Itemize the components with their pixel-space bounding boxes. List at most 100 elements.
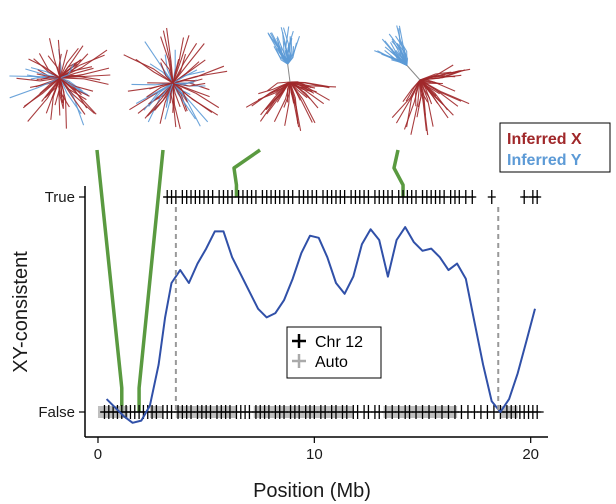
chart-legend: Chr 12 Auto [286,326,382,379]
tree-3 [245,26,337,131]
tree-branch-x [146,82,174,98]
tree-branch-y [144,41,174,84]
tree-branch-x [276,81,291,103]
tree-branch-y [287,36,301,65]
tree-branch-x [419,79,437,97]
tree-branch-x [258,81,291,95]
x-axis-ticks: 0 10 20 [94,437,539,463]
tree-branch-x [22,77,61,109]
tree-branch-x [172,82,219,116]
tree-branch-x [59,77,109,85]
tree-branch-x [172,82,220,109]
boundary-lines [174,207,500,412]
tree-link-line [392,149,405,197]
chr12-true-point [533,190,542,204]
plot-area [97,190,544,424]
chart-legend-box [286,326,382,379]
tree-branch-x [419,79,434,127]
y-axis-title: XY-consistent [10,251,32,373]
tree-branch-y [59,77,82,115]
tree-branch-x [59,77,90,97]
tree-branch-x [395,79,421,124]
tree-branch-x [59,77,70,108]
y-tick-label: False [38,404,75,421]
tree-branch-x [284,81,291,126]
y-tick-label: True [45,189,75,206]
tree-branch-x [259,81,291,122]
tree-branch-y [172,79,197,85]
tree-branch-y [148,82,174,107]
tree-branch-x [160,62,174,84]
tree-branch-x [286,81,291,103]
tree-1 [9,38,111,129]
tree-branch-x [39,77,61,95]
x-axis-title: Position (Mb) [253,480,371,502]
tree-branch-x [59,77,67,129]
tree-branch-y [277,41,289,65]
chr12-true-point [520,190,529,204]
tree-branch-y [395,35,408,66]
tree-branch-x [40,75,61,81]
tree-branch-y [273,46,289,65]
tree-branch-x [160,36,174,84]
tree-branch-y [381,38,408,66]
tree-branch-x [402,79,421,103]
x-tick-label: 20 [522,446,539,463]
tree-branch-y [135,82,174,104]
tree-legend: Inferred X Inferred Y [499,122,611,173]
tree-branch-x [57,39,61,79]
tree-branch-y [287,36,291,65]
tree-branch-y [26,74,61,79]
tree-branch-x [59,74,85,79]
tree-branch-x [59,49,108,79]
chr12-true-point [487,190,496,204]
tree-link-line [95,149,124,412]
tree-branch-y [165,82,174,108]
smooth-line [105,226,536,424]
tree-4 [374,25,471,136]
tree-branch-x [172,80,196,84]
x-tick-label: 0 [94,446,102,463]
tree-branch-x [289,81,337,88]
legend-marker-chr12 [292,334,306,348]
tree-branch-x [166,27,174,84]
tree-link-lines [95,148,405,412]
tree-branch-x [59,54,105,79]
tree-branch-x [172,35,190,84]
tree-branch-x [28,58,61,79]
tree-branch-x [51,77,61,99]
tree-branch-x [123,54,174,84]
tree-branch-x [54,77,61,106]
tree-branch-x [127,82,174,92]
tree-branch-x [267,81,291,92]
tree-branch-y [396,43,408,66]
point-marks [100,190,544,419]
legend-marker-auto [292,354,306,368]
tree-branch-x [172,82,181,107]
tree-branch-x [16,77,61,82]
tree-branch-y [391,38,408,66]
legend-label-auto: Auto [315,354,348,371]
legend-label-chr12: Chr 12 [315,334,363,351]
tree-branch-x [289,81,313,123]
tree-stem [287,63,291,83]
tree-branch-x [410,79,421,135]
tree-branch-x [251,81,291,107]
y-axis-ticks: True False [38,189,85,421]
tree-branch-y [59,64,75,79]
tree-branch-x [59,45,84,79]
tree-branch-x [144,82,174,119]
tree-branch-x [289,81,299,124]
tree-branch-y [287,30,294,65]
tree-link-line [232,148,261,197]
tree-branch-x [59,77,95,115]
tree-legend-box [499,122,611,173]
tree-branch-x [59,49,68,79]
tree-branch-x [419,79,462,102]
tree-branch-x [172,43,198,84]
tree-branch-x [59,47,79,79]
tree-branch-x [172,43,205,84]
tree-branch-y [147,82,174,123]
tree-branch-x [48,38,61,79]
